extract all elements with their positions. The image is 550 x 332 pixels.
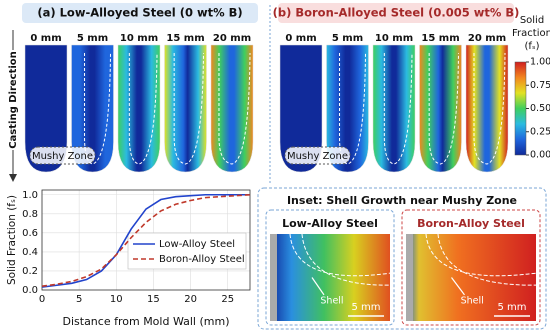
colorbar-title: (fₛ) bbox=[524, 41, 539, 52]
shell-arrow bbox=[451, 277, 465, 296]
casting-direction: Casting Direction bbox=[8, 51, 19, 149]
panel-a-title: (a) Low-Alloyed Steel (0 wt% B) bbox=[37, 6, 242, 20]
x-tick-label: 25 bbox=[221, 294, 234, 305]
position-label: 20 mm bbox=[213, 33, 251, 44]
x-tick-label: 5 bbox=[76, 294, 82, 305]
mushy-box bbox=[284, 146, 351, 165]
shell-arrow bbox=[311, 277, 325, 296]
x-axis-label: Distance from Mold Wall (mm) bbox=[63, 315, 230, 328]
mold-wall bbox=[406, 234, 413, 321]
y-tick-label: 0.2 bbox=[22, 266, 38, 277]
shell-label: Shell bbox=[461, 295, 484, 306]
mushy-boundary bbox=[128, 52, 158, 165]
position-label: 10 mm bbox=[120, 33, 158, 44]
casting-strip bbox=[419, 44, 462, 173]
y-tick-label: 0.6 bbox=[22, 228, 38, 239]
colorbar-tick-label: 0.75 bbox=[530, 80, 550, 91]
colorbar-tick-label: 0.25 bbox=[530, 126, 550, 137]
inset-image bbox=[270, 234, 390, 321]
shell-boundary bbox=[437, 233, 537, 286]
colorbar-tick-label: 0.00 bbox=[530, 150, 550, 161]
colorbar-title: Fraction bbox=[512, 28, 550, 39]
position-label: 0 mm bbox=[30, 33, 61, 44]
colorbar-title: Solid bbox=[520, 15, 544, 26]
position-label: 15 mm bbox=[166, 33, 204, 44]
colorbar-tick-label: 1.00 bbox=[530, 57, 550, 68]
casting-strip bbox=[164, 44, 207, 173]
casting-strip bbox=[372, 44, 416, 173]
legend-label: Boron-Alloy Steel bbox=[159, 254, 245, 265]
position-label: 10 mm bbox=[375, 33, 413, 44]
inset-frame bbox=[257, 187, 547, 330]
x-tick-label: 15 bbox=[147, 294, 160, 305]
casting-strip bbox=[117, 44, 161, 173]
panel-b-title: (b) Boron-Alloyed Steel (0.005 wt% B) bbox=[273, 6, 520, 20]
inset-image bbox=[406, 234, 536, 321]
mushy-boundary bbox=[473, 52, 506, 165]
inset-panel-title: Boron-Alloy Steel bbox=[417, 217, 525, 230]
y-axis-label: Solid Fraction (fₛ) bbox=[6, 195, 18, 285]
mold-wall bbox=[270, 234, 277, 321]
position-label: 0 mm bbox=[285, 33, 316, 44]
mushy-boundary bbox=[383, 52, 413, 165]
series-line bbox=[41, 193, 251, 287]
series-line bbox=[41, 193, 250, 288]
y-tick-label: 0.0 bbox=[22, 285, 38, 296]
legend-label: Low-Alloy Steel bbox=[159, 239, 235, 250]
legend-box bbox=[127, 232, 247, 270]
x-tick-label: 20 bbox=[184, 294, 197, 305]
mushy-boundary bbox=[173, 52, 204, 165]
mushy-box bbox=[29, 146, 96, 165]
position-label: 5 mm bbox=[332, 33, 363, 44]
casting-strip bbox=[210, 44, 254, 173]
position-label: 20 mm bbox=[468, 33, 506, 44]
mushy-boundary bbox=[218, 52, 251, 165]
y-tick-label: 0.8 bbox=[22, 209, 38, 220]
x-tick-label: 10 bbox=[110, 294, 123, 305]
shell-label: Shell bbox=[320, 295, 343, 306]
colorbar bbox=[514, 61, 527, 156]
inset-title: Inset: Shell Growth near Mushy Zone bbox=[287, 194, 517, 207]
mushy-label: Mushy Zone bbox=[287, 151, 348, 162]
y-tick-label: 0.4 bbox=[22, 247, 38, 258]
inset-panel-title: Low-Alloy Steel bbox=[282, 217, 378, 230]
position-label: 5 mm bbox=[77, 33, 108, 44]
scale-label: 5 mm bbox=[497, 302, 526, 313]
y-tick-label: 1.0 bbox=[22, 190, 38, 201]
arrow-head bbox=[9, 174, 17, 182]
scale-label: 5 mm bbox=[351, 302, 380, 313]
title-bg bbox=[22, 3, 258, 23]
casting-strip bbox=[465, 44, 509, 173]
mushy-boundary bbox=[428, 52, 459, 165]
position-label: 15 mm bbox=[421, 33, 459, 44]
title-bg bbox=[278, 3, 514, 23]
shell-boundary bbox=[425, 233, 537, 277]
plot-frame bbox=[41, 189, 251, 291]
colorbar-tick-label: 0.50 bbox=[530, 103, 550, 114]
x-tick-label: 0 bbox=[39, 294, 45, 305]
mushy-label: Mushy Zone bbox=[32, 151, 93, 162]
